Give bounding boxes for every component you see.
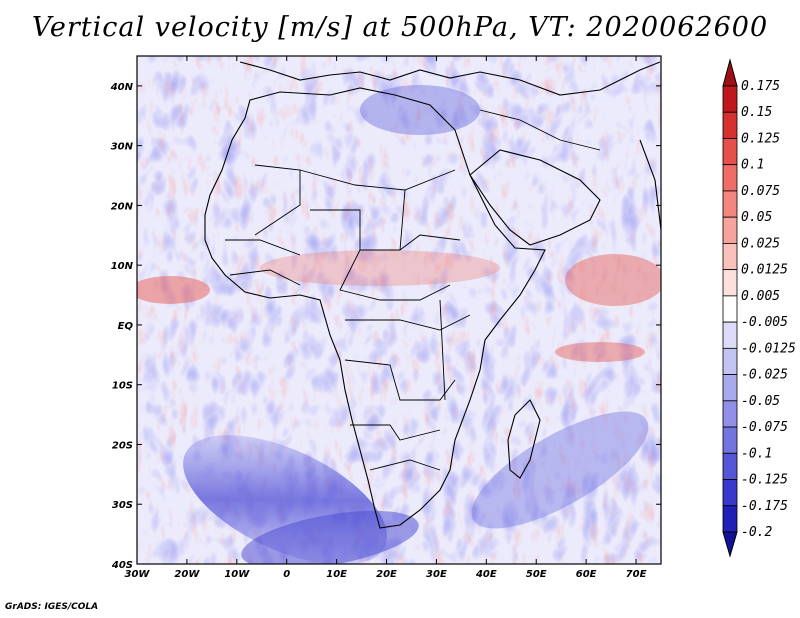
lat-tick-label: EQ [118,321,134,332]
colorbar-label: -0.05 [741,394,780,409]
longitude-axis: 30W 20W 10W 0 10E 20E 30E 40E 50E 60E 70E [125,56,647,580]
lon-tick-label: 0 [283,569,290,580]
credit-text: GrADS: IGES/COLA [5,602,99,612]
velocity-field [137,56,661,564]
country-border-icon [225,109,601,471]
plot-frame [136,55,662,565]
lon-tick-label: 30E [426,569,447,580]
colorbar-bottom-triangle [722,531,738,558]
colorbar-segment [722,400,738,428]
lon-tick-label: 20E [376,569,397,580]
colorbar-segment [722,295,738,323]
lon-tick-label: 60E [576,569,597,580]
map-title: Vertical velocity [m/s] at 500hPa, VT: 2… [31,12,769,43]
colorbar-segment [722,505,738,533]
colorbar-label: -0.005 [741,315,788,330]
colorbar-label: 0.05 [741,210,772,225]
colorbar-label: -0.2 [741,525,772,540]
colorbar-label: 0.075 [741,184,780,199]
lon-tick-label: 20W [174,569,200,580]
colorbar-label: 0.175 [741,79,780,94]
colorbar-top-triangle [722,58,738,87]
lon-tick-label: 70E [626,569,647,580]
colorbar-label: 0.005 [741,289,780,304]
lon-tick-label: 50E [526,569,547,580]
colorbar-label: -0.1 [741,446,772,461]
colorbar-segment [722,269,738,297]
colorbar: 0.175 0.15 0.125 0.1 0.075 0.05 0.025 0.0125 0.0… [722,58,796,558]
latitude-axis: 40N 30N 20N 10N EQ 10S 20S 30S 40S [110,82,661,571]
colorbar-segment [722,216,738,244]
lon-tick-label: 40E [475,569,497,580]
lat-tick-label: 20S [112,440,133,451]
lon-tick-label: 10W [224,569,250,580]
colorbar-segment [722,111,738,139]
colorbar-label: 0.15 [741,105,772,120]
colorbar-segment [722,479,738,507]
colorbar-label: -0.025 [741,368,788,383]
lat-tick-label: 40S [111,560,133,571]
colorbar-label: -0.125 [741,473,788,488]
colorbar-label: -0.175 [741,499,788,514]
colorbar-segment [722,190,738,218]
colorbar-segment [722,85,738,113]
colorbar-segment [722,243,738,271]
colorbar-segment [722,426,738,454]
lon-tick-label: 10E [326,569,347,580]
colorbar-segment [722,164,738,192]
lat-tick-label: 30N [111,142,134,153]
colorbar-label: -0.0125 [741,341,796,356]
colorbar-segment [722,452,738,480]
colorbar-segment [722,321,738,349]
lat-tick-label: 10S [112,381,133,392]
lat-tick-label: 10N [111,261,134,272]
lat-tick-label: 20N [111,201,134,212]
colorbar-segment [722,347,738,375]
colorbar-segment [722,138,738,166]
lon-tick-label: 30W [125,569,151,580]
colorbar-label: 0.0125 [741,263,788,278]
colorbar-label: 0.025 [741,236,780,251]
lat-tick-label: 40N [110,82,134,93]
colorbar-label: 0.125 [741,131,780,146]
colorbar-label: -0.075 [741,420,788,435]
lat-tick-label: 30S [112,500,133,511]
colorbar-segment [722,374,738,402]
coastline-icon [204,61,661,529]
colorbar-label: 0.1 [741,158,764,173]
